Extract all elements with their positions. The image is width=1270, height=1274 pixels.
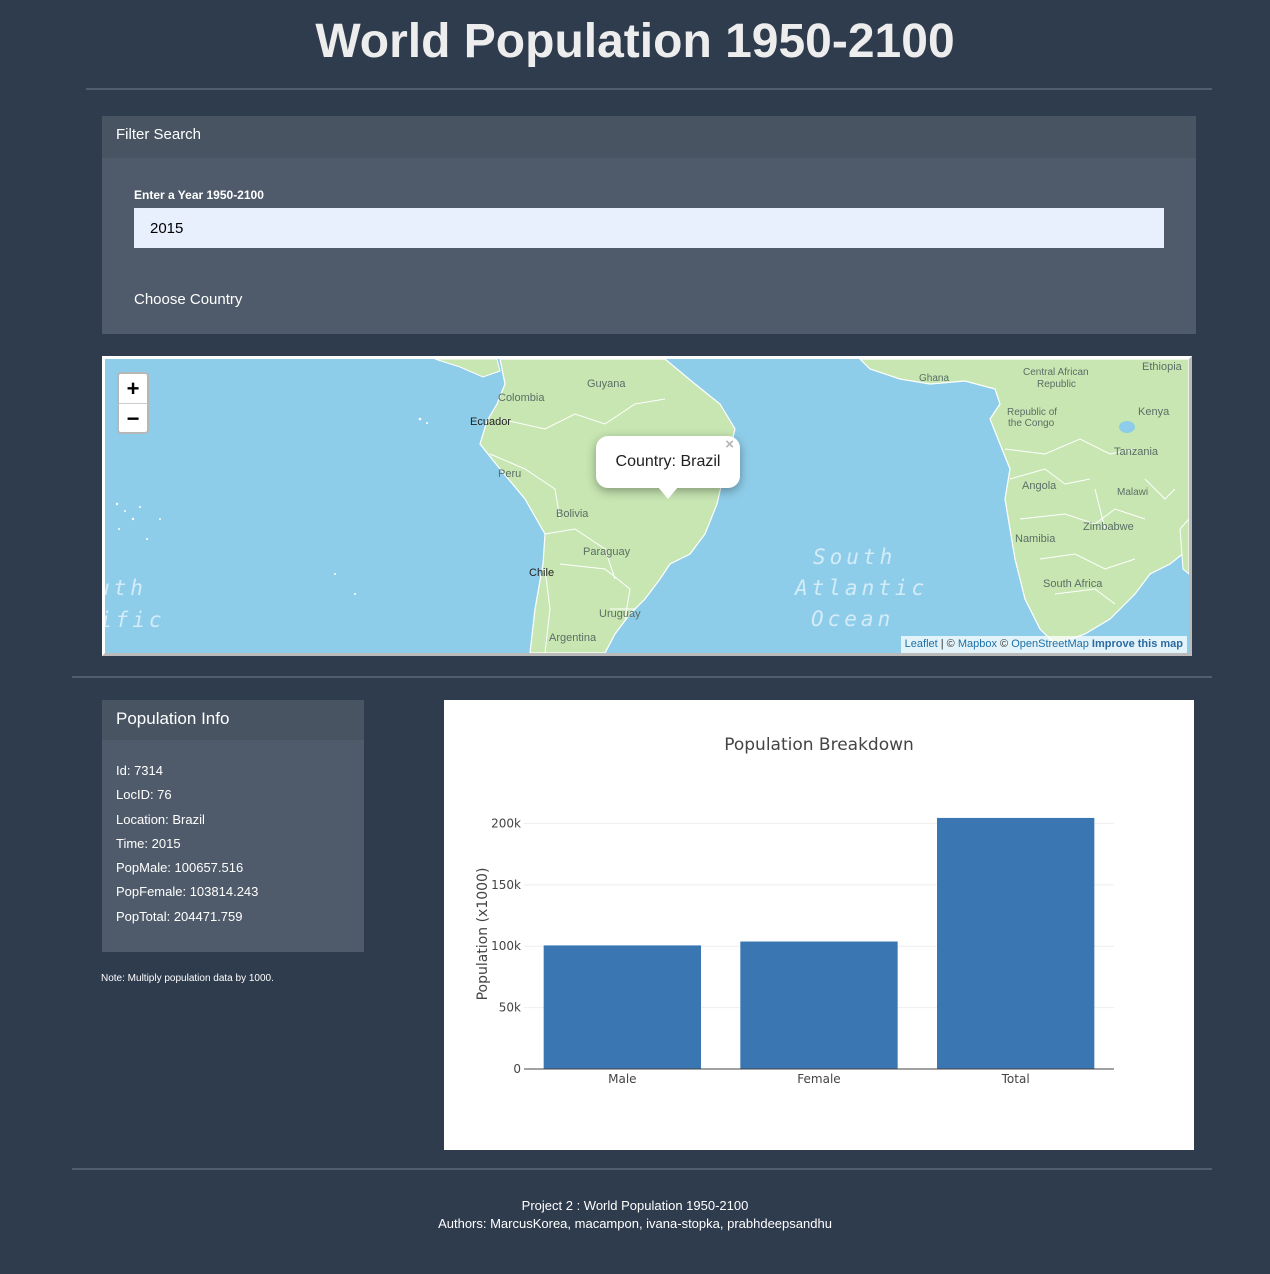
population-note: Note: Multiply population data by 1000.	[101, 973, 274, 984]
filter-panel: Filter Search Enter a Year 1950-2100 Cho…	[102, 116, 1196, 334]
info-pop-female: PopFemale: 103814.243	[116, 884, 259, 900]
leaflet-link[interactable]: Leaflet	[904, 638, 938, 650]
population-info-panel: Population Info Id: 7314 LocID: 76 Locat…	[102, 700, 364, 952]
label-chile: Chile	[529, 567, 554, 579]
population-chart: Population Breakdown Population (x1000) …	[444, 700, 1194, 1150]
popup-close-icon[interactable]: ×	[725, 436, 734, 453]
zoom-separator	[119, 403, 147, 404]
info-time: Time: 2015	[116, 835, 181, 851]
population-info-header: Population Info	[102, 700, 364, 740]
chart-bars	[543, 817, 1095, 1069]
label-zimbabwe: Zimbabwe	[1083, 521, 1134, 533]
world-map[interactable]: Guyana Colombia Ecuador Peru Bolivia Par…	[102, 356, 1192, 656]
popup-text: Country: Brazil	[615, 453, 721, 470]
footer-authors: Authors: MarcusKorea, macampon, ivana-st…	[438, 1216, 832, 1231]
label-colombia: Colombia	[498, 392, 545, 404]
label-tanzania: Tanzania	[1114, 446, 1159, 458]
info-id: Id: 7314	[116, 763, 163, 778]
year-input[interactable]	[134, 208, 1164, 248]
label-bolivia: Bolivia	[556, 508, 589, 520]
label-south-africa: South Africa	[1043, 578, 1103, 590]
label-ocean-line1: South	[813, 545, 896, 569]
lake-victoria	[1119, 421, 1135, 433]
map-tiles: Guyana Colombia Ecuador Peru Bolivia Par…	[105, 359, 1189, 653]
label-kenya: Kenya	[1138, 406, 1170, 418]
label-ocean-left-line2: ific	[105, 608, 166, 632]
info-locid: LocID: 76	[116, 787, 172, 803]
attrib-separator-1: | ©	[937, 638, 958, 650]
chart-y-tick-label: 0	[513, 1062, 521, 1076]
title-divider	[86, 88, 1212, 90]
south-america-landmass	[479, 359, 736, 653]
label-congo-line1: Republic of	[1007, 407, 1057, 418]
chart-title: Population Breakdown	[724, 735, 914, 755]
chart-svg: Population Breakdown Population (x1000) …	[475, 735, 1114, 1086]
chart-y-tick-label: 200k	[491, 816, 521, 830]
info-location: Location: Brazil	[116, 811, 205, 827]
map-divider	[72, 676, 1212, 678]
chart-bar-female[interactable]	[740, 941, 898, 1069]
chart-x-tick-label: Female	[797, 1072, 840, 1086]
label-argentina: Argentina	[549, 632, 597, 644]
mapbox-link[interactable]: Mapbox	[957, 638, 997, 650]
label-ocean-left-line1: uth	[105, 576, 147, 600]
label-guyana: Guyana	[587, 378, 626, 390]
chart-x-tick-label: Total	[1001, 1072, 1030, 1086]
footer-project: Project 2 : World Population 1950-2100	[521, 1198, 749, 1213]
chart-x-tick-label: Male	[608, 1072, 636, 1086]
africa-landmass	[859, 359, 1189, 645]
label-peru: Peru	[498, 468, 521, 480]
zoom-in-button[interactable]: +	[126, 376, 140, 401]
zoom-out-button[interactable]: −	[126, 406, 140, 431]
madagascar-landmass	[1179, 518, 1189, 575]
label-ecuador: Ecuador	[470, 416, 511, 428]
label-congo-line2: the Congo	[1008, 418, 1055, 429]
choose-country-label: Choose Country	[134, 291, 243, 308]
label-ghana: Ghana	[919, 373, 949, 384]
chart-x-ticks: Male Female Total	[608, 1072, 1030, 1086]
label-uruguay: Uruguay	[599, 608, 641, 620]
label-car-line1: Central African	[1023, 367, 1089, 378]
label-ethiopia: Ethiopia	[1142, 361, 1183, 373]
chart-bar-male[interactable]	[543, 945, 701, 1069]
footer-divider	[72, 1168, 1212, 1170]
map-attribution: Leaflet | © Mapbox © OpenStreetMap Impro…	[900, 636, 1187, 653]
label-malawi: Malawi	[1117, 487, 1148, 498]
country-borders	[489, 398, 1176, 653]
improve-map-link[interactable]: Improve this map	[1091, 638, 1183, 650]
label-angola: Angola	[1022, 480, 1057, 492]
label-paraguay: Paraguay	[583, 546, 631, 558]
pacific-islands	[115, 417, 428, 595]
filter-panel-body: Enter a Year 1950-2100 Choose Country	[102, 158, 1196, 334]
chart-y-ticks: 0 50k 100k 150k 200k	[491, 816, 521, 1076]
zoom-control: + −	[117, 372, 149, 434]
central-america-landmass	[434, 359, 501, 378]
label-namibia: Namibia	[1015, 533, 1056, 545]
chart-bar-total[interactable]	[937, 817, 1095, 1069]
chart-y-tick-label: 50k	[499, 1001, 521, 1015]
info-pop-male: PopMale: 100657.516	[116, 860, 244, 876]
attrib-separator-2: ©	[996, 638, 1012, 650]
chart-y-tick-label: 100k	[491, 939, 521, 953]
page-title: World Population 1950-2100	[315, 15, 955, 68]
label-car-line2: Republic	[1037, 379, 1076, 390]
info-pop-total: PopTotal: 204471.759	[116, 908, 243, 924]
filter-panel-header: Filter Search	[102, 116, 1196, 158]
popup-tip	[658, 487, 678, 499]
chart-y-axis-label: Population (x1000)	[475, 868, 491, 1001]
population-info-body: Id: 7314 LocID: 76 Location: Brazil Time…	[102, 740, 364, 952]
openstreetmap-link[interactable]: OpenStreetMap	[1011, 638, 1089, 650]
year-input-label: Enter a Year 1950-2100	[134, 188, 264, 202]
label-ocean-line3: Ocean	[811, 607, 894, 631]
map-popup: Country: Brazil ×	[596, 436, 740, 488]
chart-y-tick-label: 150k	[491, 878, 521, 892]
label-ocean-line2: Atlantic	[793, 576, 928, 600]
